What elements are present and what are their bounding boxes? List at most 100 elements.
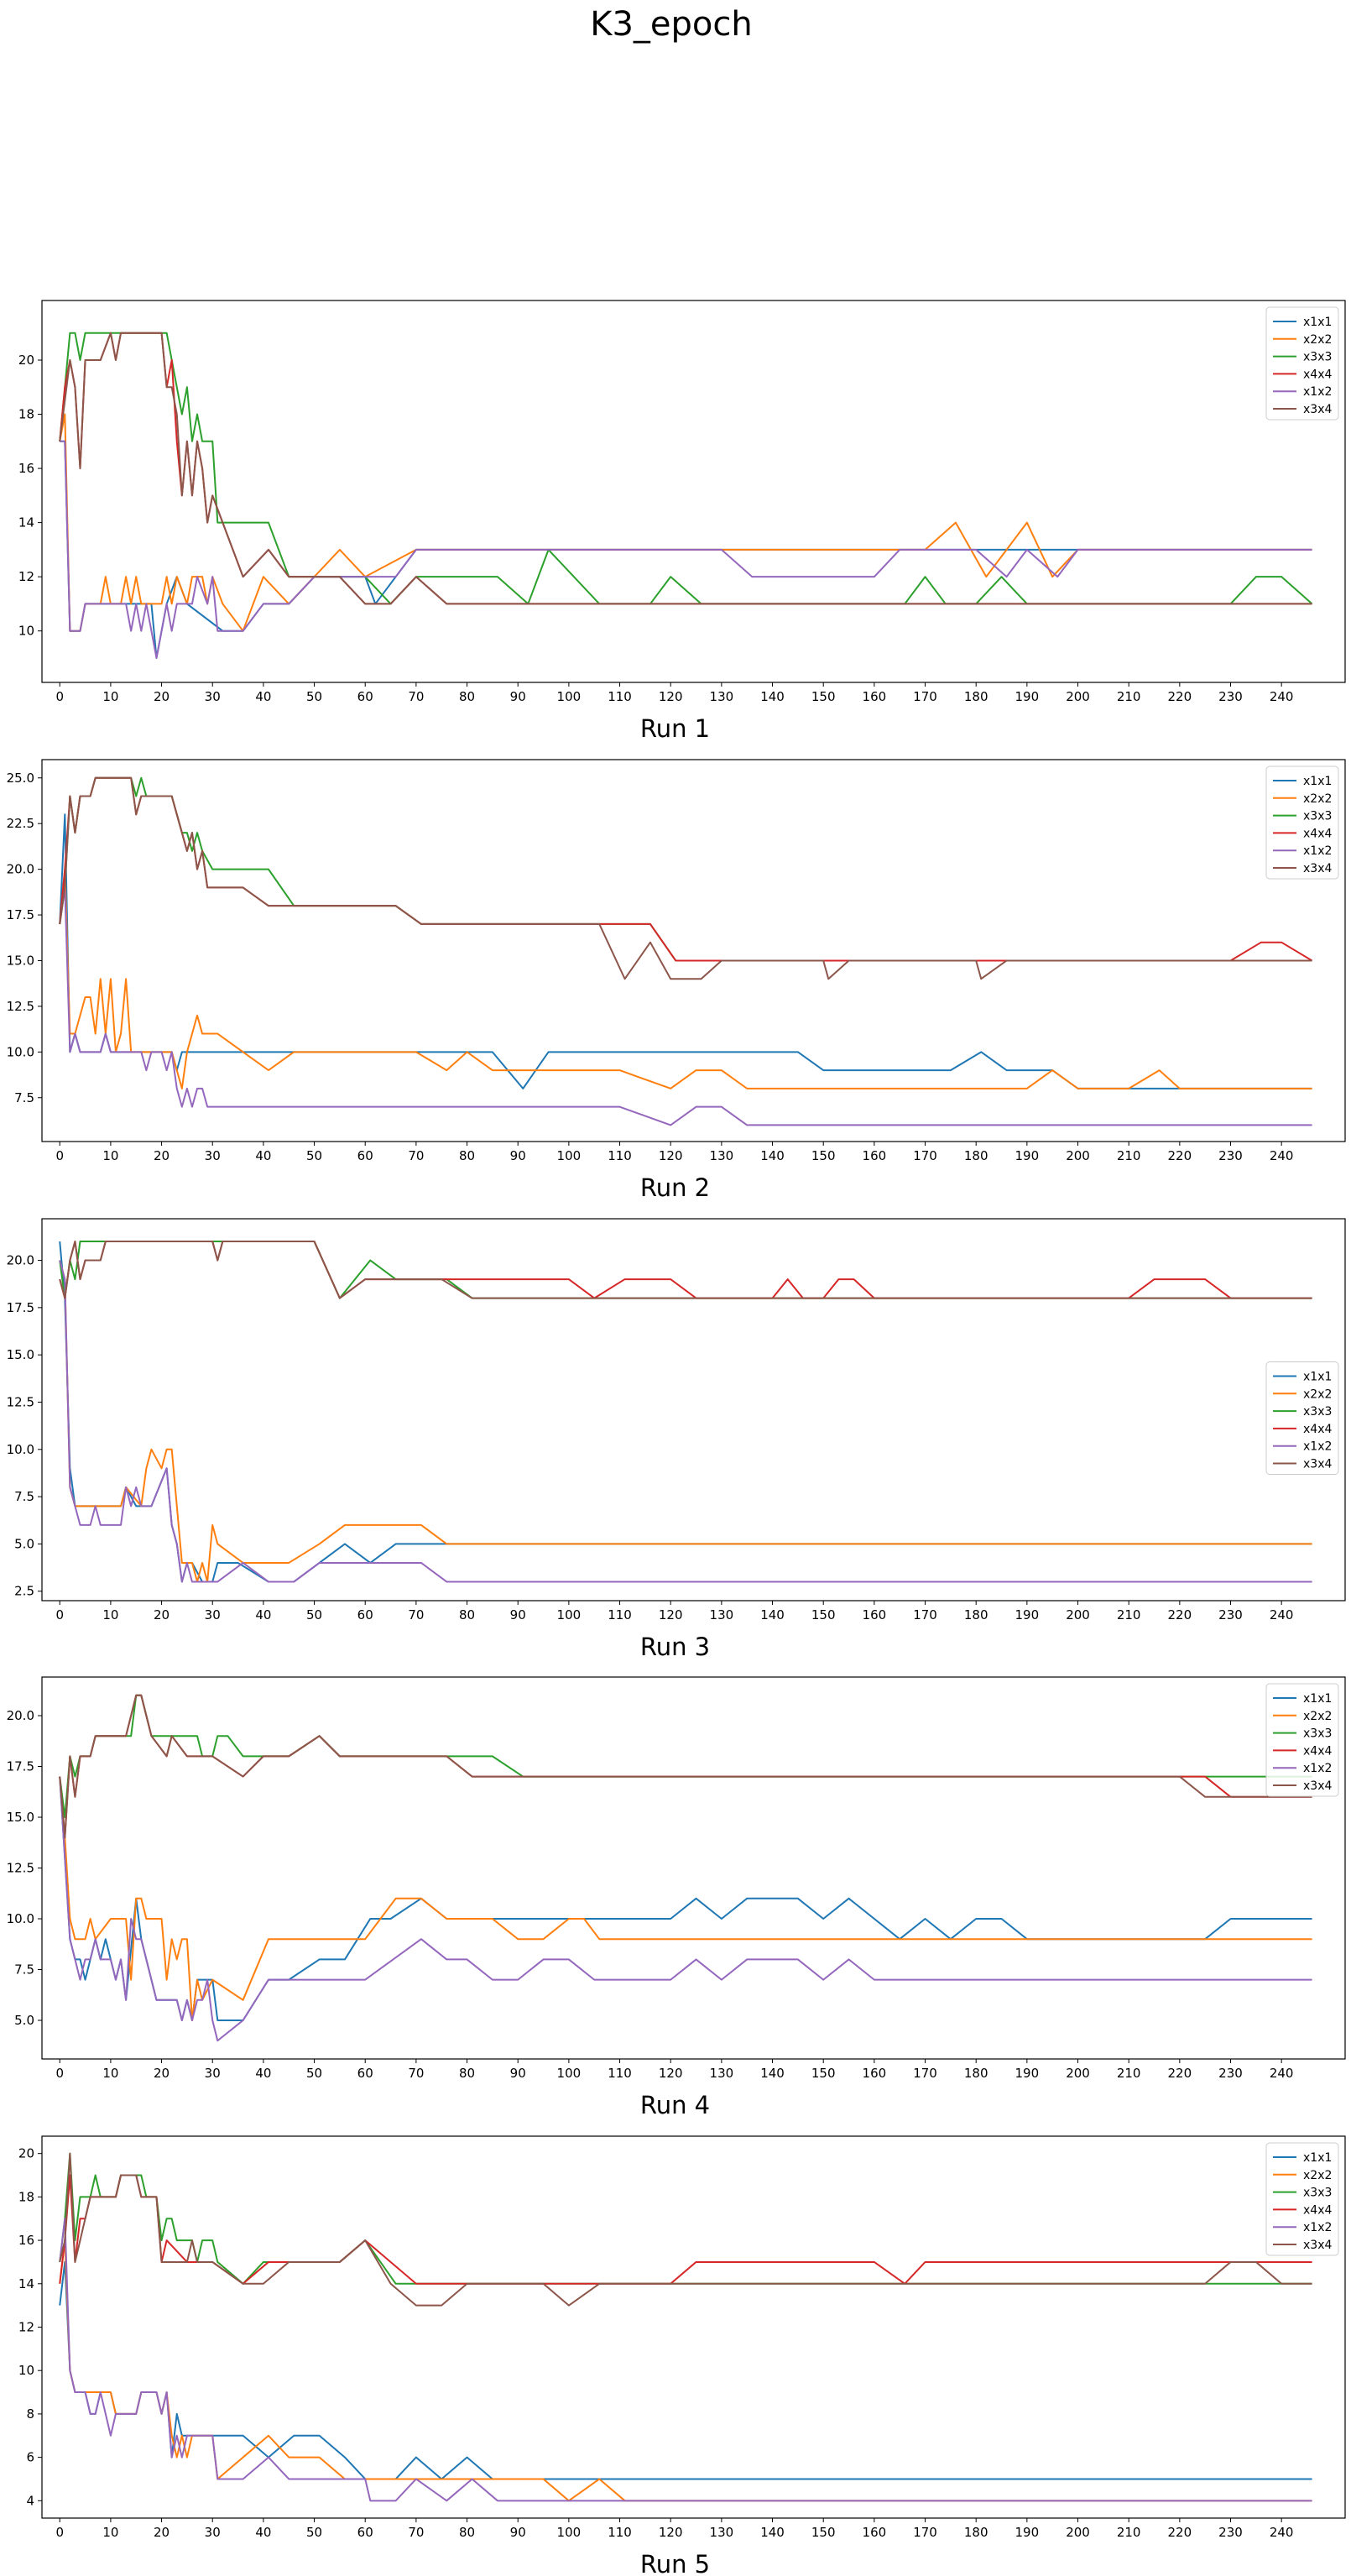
x-tick-label: 130 — [710, 1148, 734, 1163]
legend-label: x3x4 — [1303, 403, 1332, 416]
y-tick-label: 4 — [26, 2493, 34, 2508]
x-tick-label: 10 — [102, 2525, 118, 2540]
x-tick-label: 50 — [306, 1607, 322, 1622]
x-tick-label: 200 — [1066, 1607, 1090, 1622]
x-tick-label: 140 — [760, 1607, 785, 1622]
x-tick-label: 200 — [1066, 689, 1090, 704]
y-tick-label: 20.0 — [7, 862, 34, 877]
x-tick-label: 120 — [659, 689, 683, 704]
x-tick-label: 150 — [811, 1148, 836, 1163]
x-tick-label: 90 — [510, 1607, 526, 1622]
x-tick-label: 60 — [357, 1607, 373, 1622]
series-line-x2x2 — [59, 413, 1312, 632]
legend-label: x3x4 — [1303, 1458, 1332, 1471]
y-tick-label: 20 — [18, 2146, 34, 2161]
x-tick-label: 160 — [863, 689, 887, 704]
legend-label: x2x2 — [1303, 792, 1332, 806]
legend-label: x2x2 — [1303, 2169, 1332, 2182]
x-tick-label: 30 — [205, 1148, 221, 1163]
x-tick-label: 200 — [1066, 1148, 1090, 1163]
y-tick-label: 20 — [18, 353, 34, 368]
legend-label: x4x4 — [1303, 827, 1332, 840]
legend-label: x4x4 — [1303, 1423, 1332, 1436]
legend-label: x4x4 — [1303, 368, 1332, 381]
axes-frame — [41, 759, 1346, 1142]
x-tick-label: 170 — [913, 1148, 937, 1163]
x-tick-label: 210 — [1117, 1148, 1141, 1163]
x-tick-label: 140 — [760, 1148, 785, 1163]
x-tick-label: 240 — [1270, 2066, 1294, 2081]
x-tick-label: 220 — [1168, 689, 1192, 704]
x-tick-label: 110 — [608, 689, 632, 704]
x-tick-label: 150 — [811, 2525, 836, 2540]
series-line-x3x4 — [59, 2152, 1312, 2307]
x-axis-label: Run 4 — [640, 2091, 710, 2119]
x-tick-label: 180 — [964, 2525, 988, 2540]
x-tick-label: 90 — [510, 2066, 526, 2081]
x-tick-label: 210 — [1117, 689, 1141, 704]
x-tick-label: 0 — [55, 1148, 64, 1163]
legend-label: x1x2 — [1303, 385, 1332, 399]
series-group — [59, 776, 1313, 1126]
legend-label: x1x2 — [1303, 1440, 1332, 1454]
x-tick-label: 100 — [557, 2066, 582, 2081]
x-tick-label: 170 — [913, 1607, 937, 1622]
x-tick-label: 210 — [1117, 2525, 1141, 2540]
x-tick-label: 0 — [55, 689, 64, 704]
y-tick-label: 18 — [18, 2189, 34, 2204]
x-tick-label: 0 — [55, 1607, 64, 1622]
x-tick-label: 20 — [154, 2066, 170, 2081]
series-line-x1x2 — [59, 1260, 1312, 1583]
x-tick-label: 30 — [205, 1607, 221, 1622]
series-line-x1x1 — [59, 1776, 1312, 2022]
y-tick-label: 12.5 — [7, 999, 34, 1014]
legend-label: x3x3 — [1303, 1405, 1332, 1419]
x-axis-label: Run 3 — [640, 1633, 710, 1661]
x-tick-label: 30 — [205, 689, 221, 704]
x-tick-label: 170 — [913, 2066, 937, 2081]
legend-label: x1x1 — [1303, 1371, 1332, 1384]
series-group — [59, 1241, 1312, 1583]
x-tick-label: 150 — [811, 2066, 836, 2081]
x-axis-label: Run 2 — [640, 1173, 710, 1202]
y-tick-label: 12 — [18, 2320, 34, 2335]
series-line-x2x2 — [59, 1776, 1312, 2022]
x-tick-label: 40 — [255, 1148, 271, 1163]
axes-frame — [41, 1676, 1346, 2060]
figure-title: K3_epoch — [590, 5, 753, 44]
x-tick-label: 0 — [55, 2066, 64, 2081]
x-tick-label: 230 — [1218, 1148, 1243, 1163]
x-tick-label: 180 — [964, 1148, 988, 1163]
x-tick-label: 230 — [1218, 2525, 1243, 2540]
x-tick-label: 110 — [608, 1607, 632, 1622]
subplot-run-1: 0 10 20 30 40 50 60 70 80 90 100 110 120 130 140 150 160… — [18, 300, 1346, 743]
subplot-run-2: 0 10 20 30 40 50 60 70 80 90 100 110 120 130 140 150 160… — [7, 759, 1346, 1202]
x-tick-label: 240 — [1270, 689, 1294, 704]
y-tick-label: 10.0 — [7, 1911, 34, 1926]
x-tick-label: 190 — [1015, 689, 1040, 704]
x-tick-label: 20 — [154, 2525, 170, 2540]
y-tick-label: 10.0 — [7, 1044, 34, 1059]
y-tick-label: 7.5 — [14, 1962, 34, 1978]
y-tick-label: 20.0 — [7, 1253, 34, 1268]
x-tick-label: 100 — [557, 689, 582, 704]
series-group — [59, 332, 1313, 659]
x-tick-label: 100 — [557, 1607, 582, 1622]
panels: 0 10 20 30 40 50 60 70 80 90 100 110 120 130 140 150 160… — [7, 300, 1346, 2576]
series-line-x3x4 — [59, 1694, 1312, 1839]
x-tick-label: 50 — [306, 1148, 322, 1163]
y-tick-label: 5.0 — [14, 2013, 34, 2028]
y-tick-label: 15.0 — [7, 953, 34, 968]
x-tick-label: 190 — [1015, 1148, 1040, 1163]
x-tick-label: 230 — [1218, 1607, 1243, 1622]
x-tick-label: 10 — [102, 1148, 118, 1163]
y-tick-label: 12 — [18, 569, 34, 584]
legend-label: x1x2 — [1303, 844, 1332, 858]
y-tick-label: 14 — [18, 2276, 34, 2291]
x-tick-label: 120 — [659, 2066, 683, 2081]
x-tick-label: 30 — [205, 2525, 221, 2540]
x-tick-label: 160 — [863, 2525, 887, 2540]
x-tick-label: 160 — [863, 1607, 887, 1622]
x-tick-label: 160 — [863, 2066, 887, 2081]
